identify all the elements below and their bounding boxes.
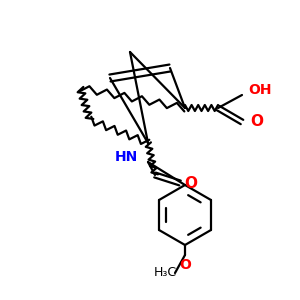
Text: H₃C: H₃C	[154, 266, 177, 280]
Text: O: O	[179, 258, 191, 272]
Text: O: O	[250, 115, 263, 130]
Text: OH: OH	[248, 83, 272, 97]
Text: HN: HN	[115, 150, 138, 164]
Text: O: O	[184, 176, 197, 190]
